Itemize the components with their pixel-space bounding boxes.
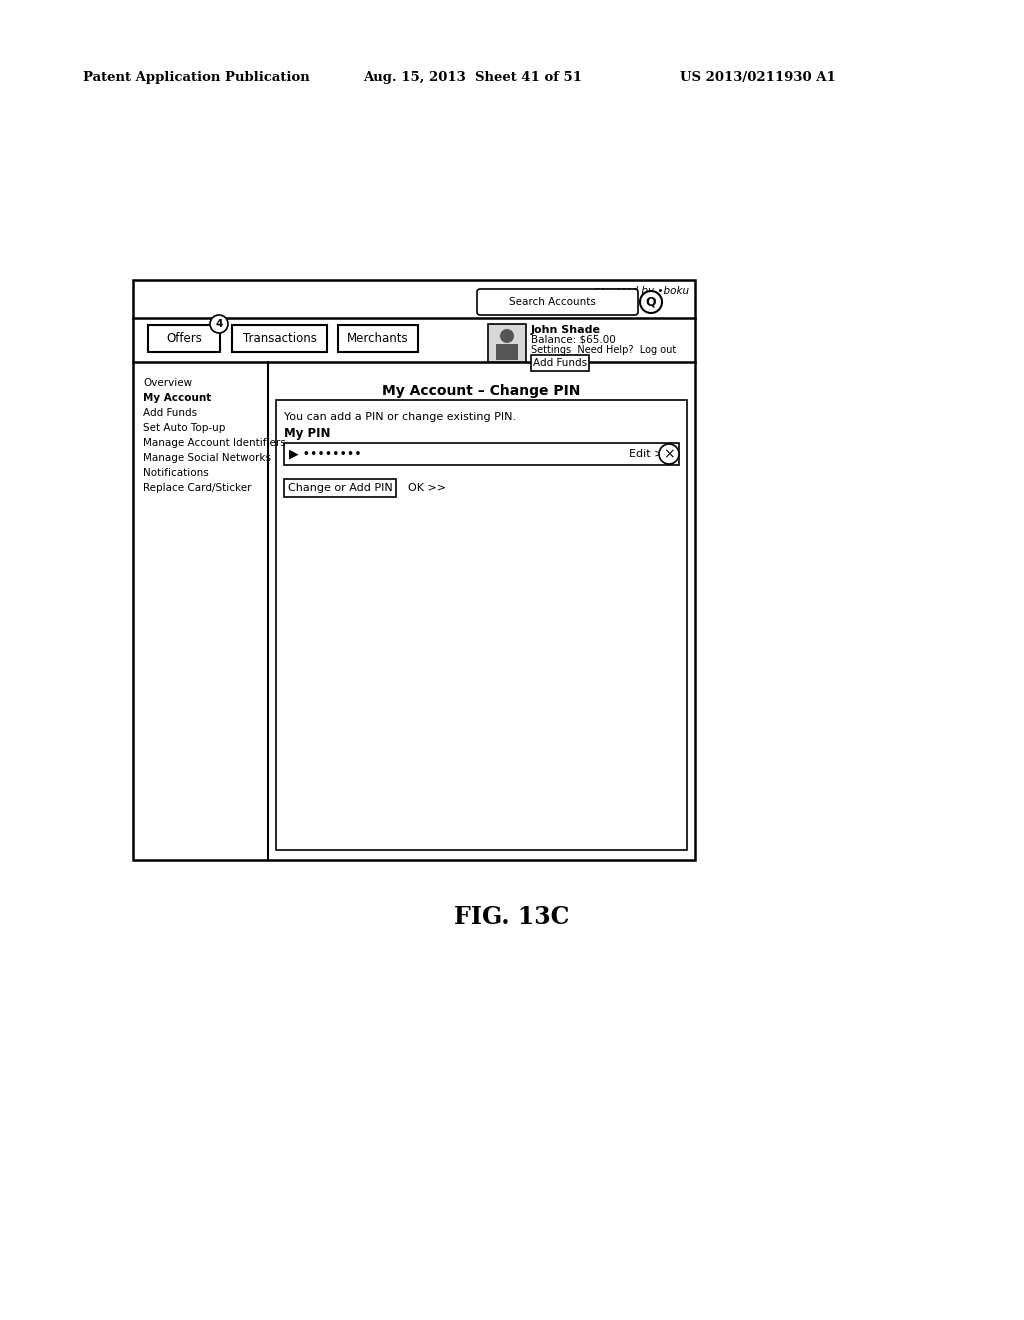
Text: Q: Q	[646, 296, 656, 309]
Text: 4: 4	[215, 319, 222, 329]
Bar	[232, 325, 327, 352]
Bar	[531, 355, 589, 371]
Text: Overview: Overview	[143, 378, 193, 388]
Text: US 2013/0211930 A1: US 2013/0211930 A1	[680, 71, 836, 84]
Circle shape	[210, 315, 228, 333]
Bar	[133, 280, 695, 861]
Text: Transactions: Transactions	[243, 333, 316, 345]
Text: Merchants: Merchants	[347, 333, 409, 345]
Text: Manage Account Identifiers: Manage Account Identifiers	[143, 438, 286, 447]
Text: ×: ×	[664, 447, 675, 461]
Text: Search Accounts: Search Accounts	[509, 297, 596, 308]
Text: Manage Social Networks: Manage Social Networks	[143, 453, 271, 463]
Text: My Account – Change PIN: My Account – Change PIN	[382, 384, 581, 399]
Bar	[284, 479, 396, 498]
Bar	[496, 345, 518, 360]
Text: powered by •boku: powered by •boku	[593, 286, 689, 296]
Text: Balance: $65.00: Balance: $65.00	[531, 335, 615, 345]
Bar	[338, 325, 418, 352]
Text: Settings  Need Help?  Log out: Settings Need Help? Log out	[531, 345, 676, 355]
Text: Add Funds: Add Funds	[143, 408, 198, 418]
Circle shape	[640, 290, 662, 313]
Bar	[276, 400, 687, 850]
Text: Patent Application Publication: Patent Application Publication	[83, 71, 309, 84]
Text: ▶ ••••••••: ▶ ••••••••	[289, 447, 361, 461]
Bar	[284, 444, 679, 465]
Text: Aug. 15, 2013  Sheet 41 of 51: Aug. 15, 2013 Sheet 41 of 51	[362, 71, 582, 84]
Circle shape	[659, 444, 679, 465]
Text: OK >>: OK >>	[408, 483, 446, 492]
FancyBboxPatch shape	[477, 289, 638, 315]
Text: John Shade: John Shade	[531, 325, 601, 335]
Text: Notifications: Notifications	[143, 469, 209, 478]
Bar	[488, 323, 526, 362]
Text: Set Auto Top-up: Set Auto Top-up	[143, 422, 225, 433]
Text: Add Funds: Add Funds	[532, 358, 587, 368]
Text: Change or Add PIN: Change or Add PIN	[288, 483, 392, 492]
Text: FIG. 13C: FIG. 13C	[455, 906, 569, 929]
Text: My PIN: My PIN	[284, 426, 331, 440]
Circle shape	[500, 329, 514, 343]
Text: Offers: Offers	[166, 333, 202, 345]
Text: Replace Card/Sticker: Replace Card/Sticker	[143, 483, 252, 492]
Text: You can add a PIN or change existing PIN.: You can add a PIN or change existing PIN…	[284, 412, 516, 422]
Text: Edit >>: Edit >>	[629, 449, 673, 459]
Text: My Account: My Account	[143, 393, 211, 403]
Bar	[148, 325, 220, 352]
